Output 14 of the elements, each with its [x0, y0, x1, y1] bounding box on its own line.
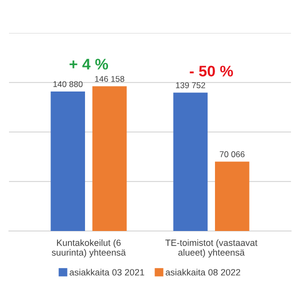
annotation: - 50 % [190, 66, 233, 77]
data-label: 70 066 [220, 151, 245, 158]
bar [214, 162, 250, 231]
bar [173, 92, 208, 231]
data-label: 139 752 [176, 82, 206, 88]
bar [50, 92, 86, 231]
data-label: 140 880 [53, 81, 83, 88]
x-tick-label: Kuntakokeilut (6 suurinta) yhteensä [52, 239, 126, 258]
legend-label: asiakkaita 08 2022 [166, 268, 240, 276]
bar [92, 86, 127, 231]
x-tick-label: TE-toimistot (vastaavat alueet) yhteensä [165, 239, 258, 258]
data-label: 146 158 [95, 76, 124, 82]
legend-label: asiakkaita 03 2021 [70, 268, 144, 276]
annotation: + 4 % [70, 58, 108, 70]
